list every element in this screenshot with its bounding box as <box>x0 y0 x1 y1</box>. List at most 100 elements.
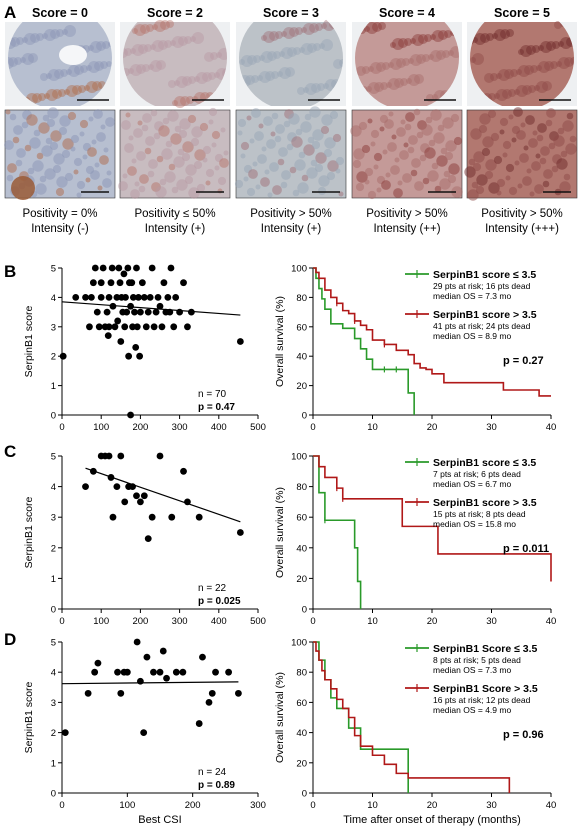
cell-texture <box>124 143 134 153</box>
cell-texture <box>56 176 68 188</box>
data-point <box>133 492 140 500</box>
cell-texture <box>15 159 23 167</box>
data-point <box>144 308 152 316</box>
legend-median-text: median OS = 7.3 mo <box>433 291 511 301</box>
cell-texture <box>158 125 170 137</box>
cell-texture <box>517 183 523 189</box>
cell-texture <box>122 173 128 179</box>
tissue-texture <box>470 57 476 63</box>
cell-texture <box>289 166 297 174</box>
cell-texture <box>248 169 258 179</box>
cell-texture <box>405 112 415 122</box>
tissue-core <box>470 21 574 109</box>
cell-texture <box>281 170 291 180</box>
cell-texture <box>187 114 197 124</box>
cell-texture <box>505 163 515 173</box>
tissue-texture <box>422 54 430 62</box>
tissue-texture <box>64 25 76 37</box>
cell-texture <box>424 147 436 159</box>
cell-texture <box>58 126 68 136</box>
cell-texture <box>39 175 47 183</box>
tissue-texture <box>56 29 64 37</box>
cell-texture <box>540 146 550 156</box>
cell-texture <box>384 119 394 129</box>
cell-texture <box>318 175 330 187</box>
cell-texture <box>499 117 509 127</box>
cell-texture <box>381 180 391 190</box>
legend-median-text: median OS = 8.9 mo <box>433 331 511 341</box>
data-point <box>148 513 156 521</box>
data-point <box>105 452 113 460</box>
cell-texture <box>445 140 457 152</box>
x-tick-label: 30 <box>486 616 497 627</box>
data-point <box>129 294 137 301</box>
tissue-texture <box>382 62 390 70</box>
cell-texture <box>24 144 32 152</box>
cell-texture <box>100 124 106 130</box>
tissue-texture <box>265 71 275 81</box>
cell-texture <box>165 140 173 148</box>
cell-texture <box>36 152 44 160</box>
data-point <box>121 323 129 331</box>
data-point <box>135 294 142 301</box>
x-tick-label: 200 <box>132 616 148 627</box>
cell-texture <box>87 147 97 157</box>
tissue-texture <box>494 93 500 99</box>
tissue-texture <box>362 66 370 74</box>
data-point <box>82 483 89 490</box>
tissue-texture <box>239 59 245 65</box>
y-tick-label: 80 <box>296 482 307 493</box>
data-point <box>170 323 178 331</box>
cell-texture <box>278 147 288 157</box>
cell-texture <box>150 109 158 117</box>
cell-texture <box>529 191 535 197</box>
regression-line <box>61 301 241 316</box>
cell-texture <box>240 141 250 151</box>
cell-texture <box>364 179 370 185</box>
tissue-texture <box>279 67 291 79</box>
tissue-texture <box>536 81 548 93</box>
cell-texture <box>487 109 497 119</box>
data-point <box>115 264 123 272</box>
cell-texture <box>62 138 74 150</box>
cell-texture <box>76 192 82 198</box>
tissue-texture <box>168 80 176 88</box>
data-point <box>97 294 105 301</box>
cell-texture <box>376 187 382 193</box>
tissue-texture <box>410 38 416 44</box>
tissue-texture <box>142 64 150 72</box>
survival-curve <box>313 641 511 793</box>
data-point <box>123 308 131 316</box>
tissue-texture <box>366 86 372 92</box>
data-point <box>156 452 164 460</box>
cell-texture <box>467 189 479 201</box>
tissue-texture <box>28 53 38 63</box>
cell-texture <box>373 152 383 162</box>
data-point <box>123 668 131 676</box>
cell-texture <box>484 170 494 180</box>
data-point <box>176 308 184 316</box>
positivity-label: Positivity > 50% <box>366 208 448 220</box>
cell-texture <box>50 130 62 142</box>
cell-texture <box>468 158 476 166</box>
tissue-texture <box>444 30 452 38</box>
tissue-texture <box>214 72 220 78</box>
cell-texture <box>12 136 20 144</box>
cell-texture <box>90 170 100 180</box>
cell-texture <box>181 152 191 162</box>
cell-texture <box>79 119 89 129</box>
tissue-texture <box>16 37 24 45</box>
cell-texture <box>437 124 445 132</box>
cell-texture <box>217 176 227 186</box>
cell-texture <box>560 150 568 158</box>
cell-texture <box>45 137 53 145</box>
y-tick-label: 0 <box>51 605 56 616</box>
tissue-texture <box>394 78 404 88</box>
cell-texture <box>499 129 505 135</box>
cell-texture <box>125 112 131 118</box>
n-label: n = 22 <box>198 583 227 594</box>
tissue-texture <box>251 75 259 83</box>
data-point <box>117 452 125 460</box>
tissue-texture <box>86 81 98 93</box>
tissue-gap <box>59 45 87 65</box>
